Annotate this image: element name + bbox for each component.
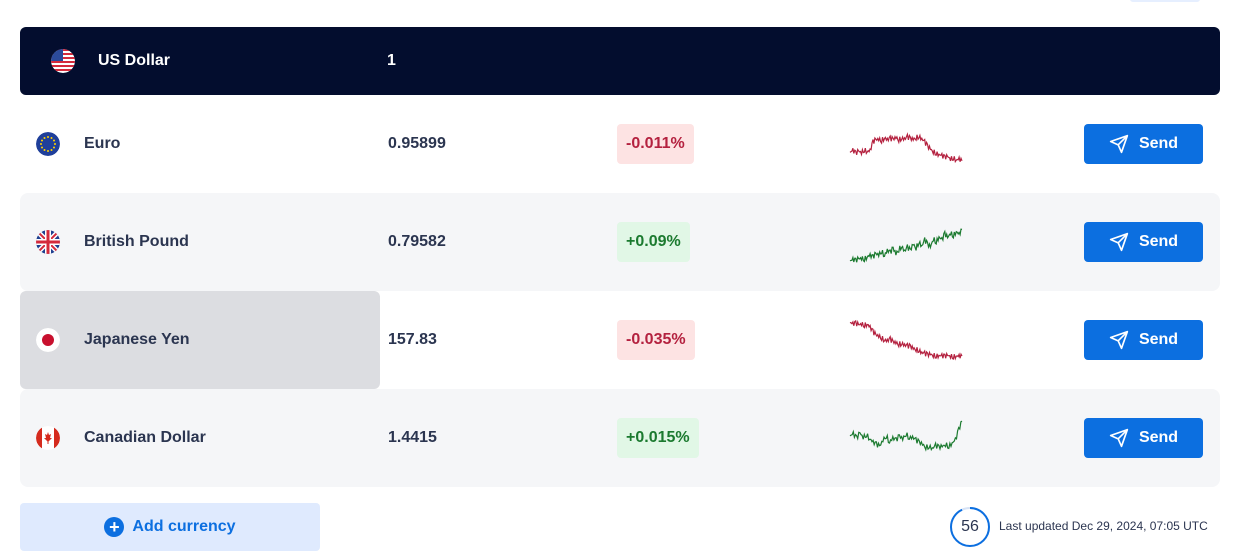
- exchange-rate: 0.79582: [388, 233, 446, 250]
- jp-flag-icon: [36, 328, 60, 352]
- currency-row-british-pound: British Pound 0.79582 +0.09% Send: [20, 193, 1220, 291]
- currency-name: Euro: [84, 135, 121, 152]
- sparkline-chart: [849, 228, 963, 263]
- change-badge: -0.035%: [617, 320, 695, 360]
- exchange-rate: 1.4415: [388, 429, 437, 446]
- send-button-label: Send: [1138, 429, 1179, 446]
- uk-flag-icon: [36, 230, 60, 254]
- send-icon: [1109, 232, 1129, 252]
- sparkline-path: [849, 132, 963, 164]
- change-badge: +0.015%: [617, 418, 699, 458]
- currency-name: Canadian Dollar: [84, 429, 206, 446]
- exchange-rate: 0.95899: [388, 135, 446, 152]
- base-currency-row[interactable]: US Dollar 1: [20, 27, 1220, 95]
- send-icon: [1109, 428, 1129, 448]
- send-icon: [1109, 134, 1129, 154]
- currency-name: Japanese Yen: [84, 331, 190, 348]
- send-button[interactable]: Send: [1084, 320, 1203, 360]
- last-updated-text: Last updated Dec 29, 2024, 07:05 UTC: [999, 519, 1208, 533]
- add-currency-button[interactable]: + Add currency: [20, 503, 320, 551]
- top-tab-indicator: [1130, 0, 1200, 2]
- send-button[interactable]: Send: [1084, 418, 1203, 458]
- exchange-rate: 157.83: [388, 331, 437, 348]
- currency-row-canadian-dollar: Canadian Dollar 1.4415 +0.015% Send: [20, 389, 1220, 487]
- sparkline-path: [849, 319, 963, 361]
- eu-flag-icon: [36, 132, 60, 156]
- send-button[interactable]: Send: [1084, 124, 1203, 164]
- add-currency-label: Add currency: [132, 518, 236, 535]
- change-badge: +0.09%: [617, 222, 690, 262]
- countdown-value: 56: [961, 518, 979, 535]
- sparkline-path: [849, 228, 963, 263]
- currency-name: British Pound: [84, 233, 189, 250]
- sparkline-chart: [849, 420, 963, 452]
- send-button-label: Send: [1138, 135, 1179, 152]
- sparkline-chart: [849, 132, 963, 164]
- sparkline-chart: [849, 319, 963, 361]
- currency-cell-hover[interactable]: [20, 291, 380, 389]
- send-icon: [1109, 330, 1129, 350]
- plus-icon: +: [104, 517, 125, 537]
- change-badge: -0.011%: [617, 124, 694, 164]
- us-flag-icon: [51, 49, 75, 73]
- send-button-label: Send: [1138, 331, 1179, 348]
- refresh-countdown: 56: [949, 506, 991, 548]
- base-amount[interactable]: 1: [387, 52, 396, 69]
- currency-row-euro: Euro 0.95899 -0.011% Send: [20, 95, 1220, 193]
- send-button[interactable]: Send: [1084, 222, 1203, 262]
- countdown-ring: [950, 507, 990, 547]
- send-button-label: Send: [1138, 233, 1179, 250]
- sparkline-path: [849, 420, 963, 452]
- ca-flag-icon: [36, 426, 60, 450]
- base-currency-name: US Dollar: [98, 52, 171, 69]
- currency-row-japanese-yen: Japanese Yen 157.83 -0.035% Send: [20, 291, 1220, 389]
